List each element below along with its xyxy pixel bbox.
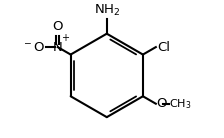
Text: N: N	[53, 41, 63, 54]
Text: Cl: Cl	[157, 41, 170, 54]
Text: O: O	[52, 20, 63, 33]
Text: +: +	[61, 33, 69, 43]
Text: $^-$O: $^-$O	[22, 41, 45, 54]
Text: CH$_3$: CH$_3$	[169, 97, 192, 111]
Text: NH$_2$: NH$_2$	[94, 3, 120, 18]
Text: O: O	[157, 97, 167, 110]
